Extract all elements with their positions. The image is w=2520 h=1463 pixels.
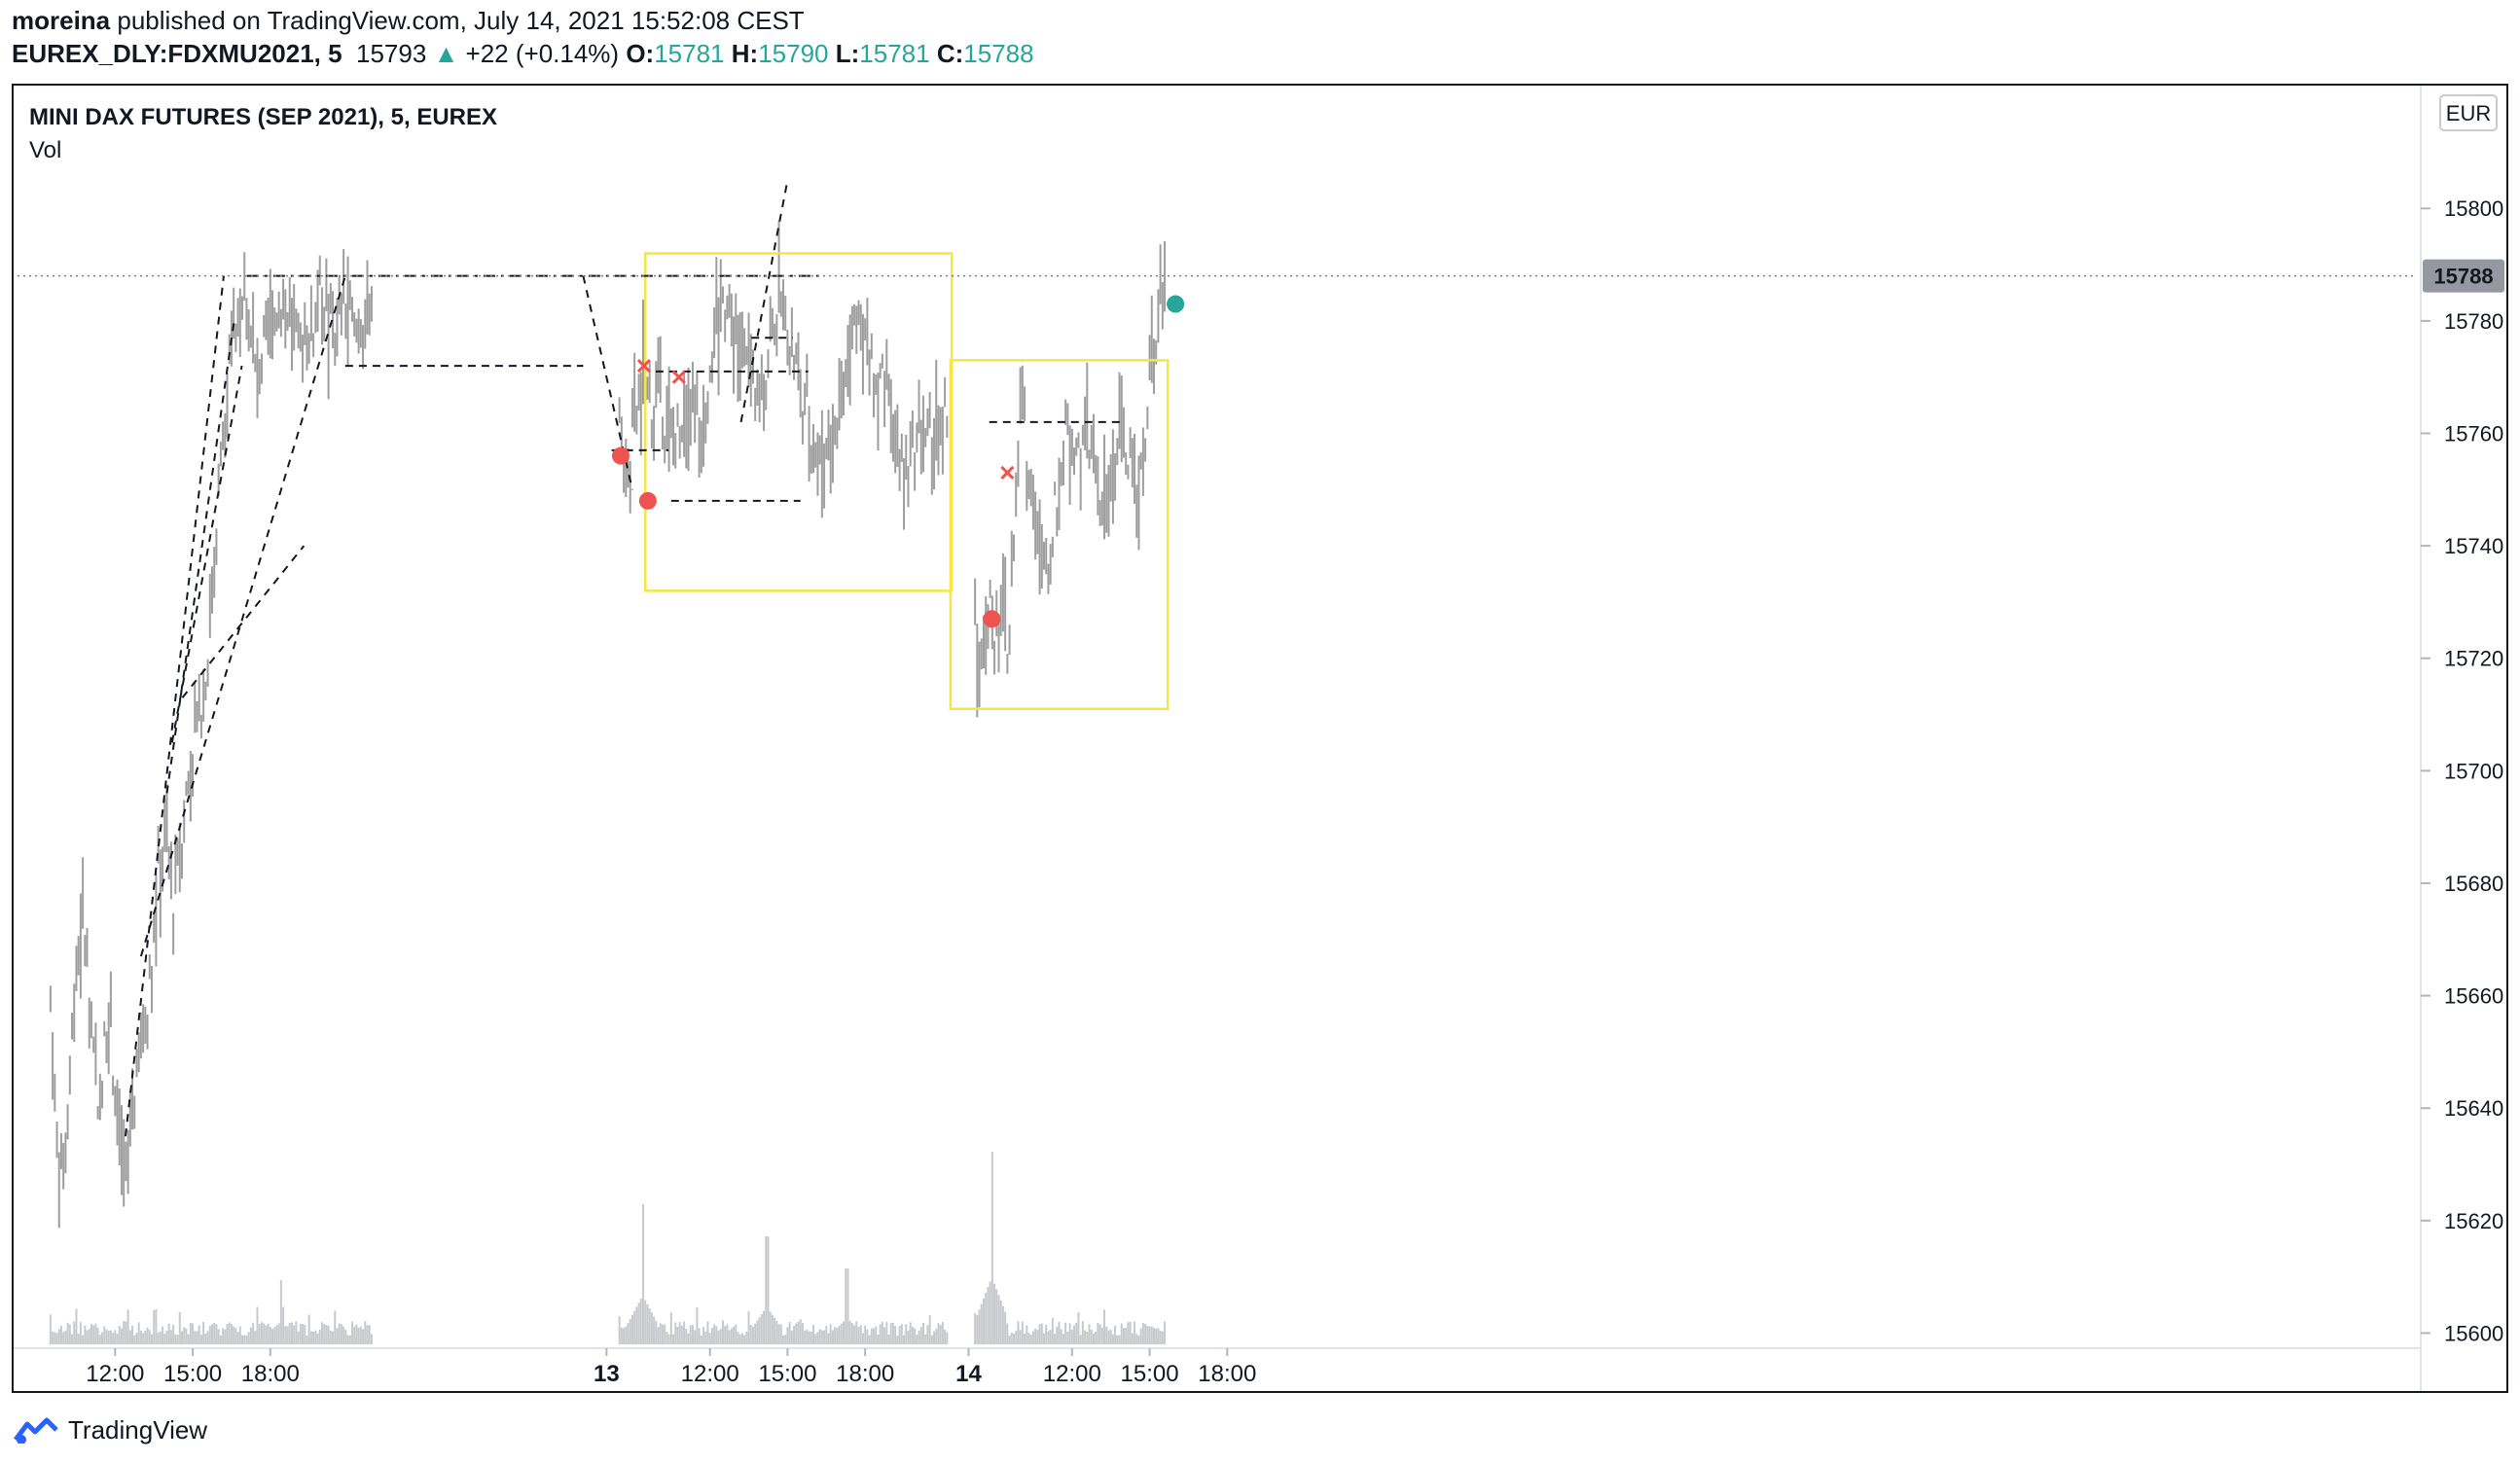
tradingview-logo[interactable]: TradingView: [14, 1410, 207, 1449]
trend-line: [739, 180, 789, 423]
time-tick-label: 18:00: [241, 1361, 300, 1387]
time-tick-label: 18:00: [1198, 1361, 1256, 1387]
trend-line: [170, 365, 243, 743]
signal-cross: [671, 370, 686, 384]
price-chart[interactable]: 15600 15620 15640 15660 15680 15700 15720 15740…: [12, 84, 2508, 1393]
price-tick-label: 15740: [2444, 534, 2503, 558]
current-price-badge: [2423, 259, 2504, 293]
price-tick-label: 15760: [2444, 421, 2503, 446]
symbol-info: EUREX_DLY:FDXMU2021, 5 15793 ▲ +22 (+0.1…: [12, 39, 1034, 68]
last-price: 15793: [356, 39, 427, 68]
currency-label: EUR: [2446, 101, 2491, 125]
price-tick-label: 15640: [2444, 1096, 2503, 1121]
price-tick-label: 15780: [2444, 309, 2503, 334]
publish-text: published on TradingView.com, July 14, 2…: [110, 6, 805, 35]
cross-stroke: [671, 370, 686, 384]
price-tick-label: 15720: [2444, 647, 2503, 671]
tradingview-logo-icon: [14, 1417, 58, 1444]
time-tick-label: 13: [594, 1361, 620, 1387]
time-tick-label: 15:00: [163, 1361, 222, 1387]
trend-line: [124, 275, 225, 1137]
price-tick-label: 15800: [2444, 196, 2503, 221]
time-tick-label: 15:00: [758, 1361, 816, 1387]
range-rectangle: [949, 359, 1170, 711]
open-value: 15781: [654, 39, 725, 68]
signal-dot: [638, 491, 657, 510]
time-tick-label: 14: [955, 1361, 982, 1387]
volume-layer: [49, 1152, 1167, 1344]
axes: 15600 15620 15640 15660 15680 15700 15720 15740…: [12, 84, 2504, 1393]
price-tick-label: 15600: [2444, 1321, 2503, 1345]
signal-dot: [1167, 295, 1185, 313]
time-tick-label: 18:00: [836, 1361, 894, 1387]
symbol[interactable]: EUREX_DLY:FDXMU2021, 5: [12, 39, 342, 68]
cross-stroke: [636, 359, 651, 374]
low-value: 15781: [859, 39, 930, 68]
price-change: +22 (+0.14%): [465, 39, 620, 68]
price-tick-label: 15700: [2444, 759, 2503, 783]
time-tick-label: 12:00: [1043, 1361, 1101, 1387]
time-tick-label: 15:00: [1121, 1361, 1179, 1387]
signal-cross: [636, 359, 651, 374]
currency-badge[interactable]: EUR: [2439, 94, 2498, 131]
trend-line: [181, 545, 306, 698]
close-value: 15788: [963, 39, 1034, 68]
signal-dot: [611, 446, 630, 465]
trend-line: [139, 275, 346, 957]
signal-cross: [1000, 465, 1015, 481]
signal-dot: [983, 610, 1001, 628]
up-arrow-icon: ▲: [433, 39, 459, 68]
chart-title: MINI DAX FUTURES (SEP 2021), 5, EUREX: [29, 104, 497, 130]
drawings[interactable]: [124, 180, 1185, 1137]
time-tick-label: 12:00: [86, 1361, 144, 1387]
current-price-label: 15788: [2433, 265, 2493, 289]
chart-frame: [12, 84, 2508, 1393]
publish-info: moreina published on TradingView.com, Ju…: [12, 6, 805, 36]
range-rectangle: [643, 252, 954, 592]
trend-line: [165, 320, 235, 794]
author[interactable]: moreina: [12, 6, 111, 35]
tradingview-brand: TradingView: [68, 1414, 208, 1445]
high-value: 15790: [758, 39, 829, 68]
cross-stroke: [1000, 465, 1015, 481]
time-tick-label: 12:00: [681, 1361, 739, 1387]
volume-indicator-label: Vol: [29, 137, 61, 163]
price-tick-label: 15660: [2444, 984, 2503, 1009]
price-tick-label: 15620: [2444, 1209, 2503, 1233]
price-tick-label: 15680: [2444, 872, 2503, 896]
